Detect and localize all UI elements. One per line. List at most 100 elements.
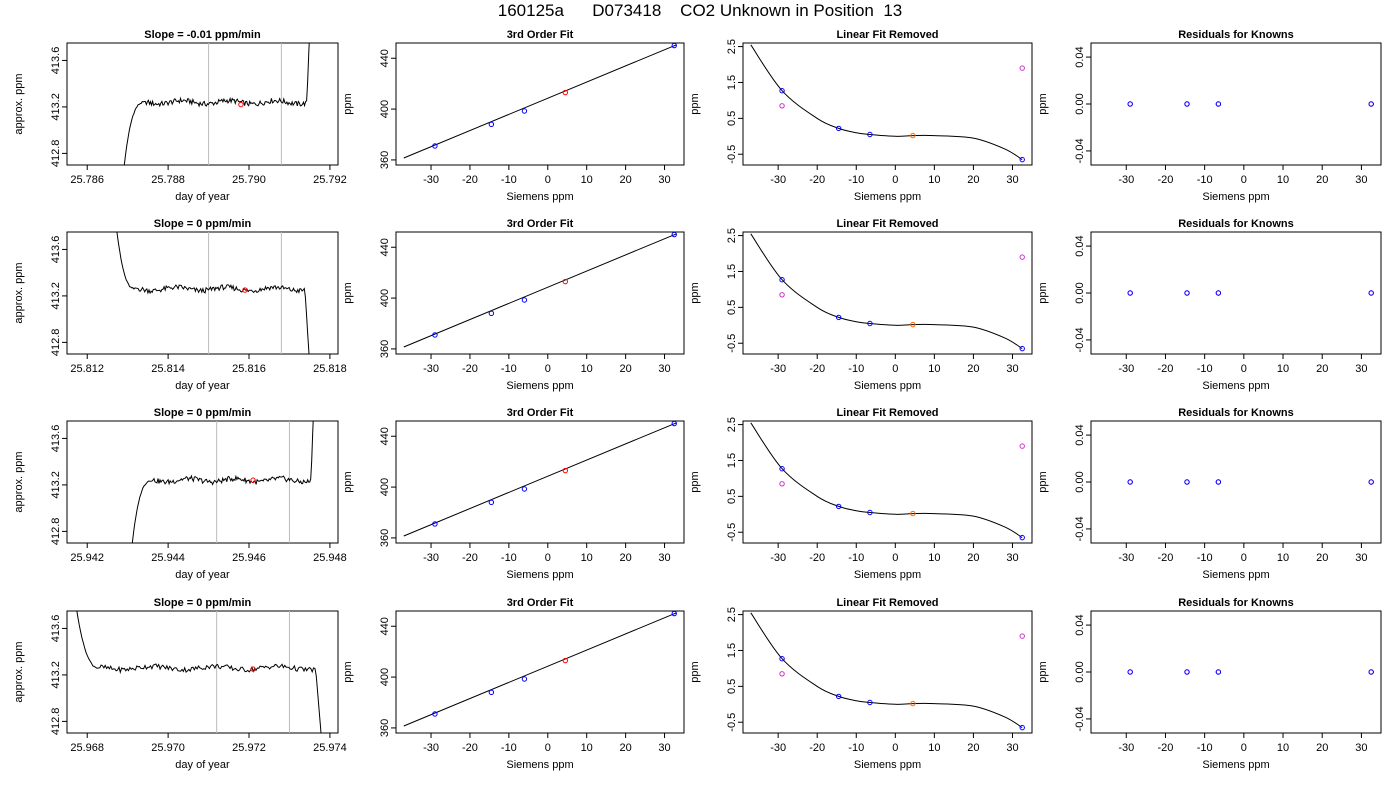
fit-r4-x-tick-label: -20: [462, 742, 478, 754]
linear-fit-removed-panel: Linear Fit Removed -30 -20 -10 0 10 20 30 -0.5 0.…: [689, 597, 1033, 771]
lfr-r1-plot-frame: [742, 42, 1033, 166]
resid-r1-residual-point-overlay: [1127, 101, 1133, 107]
lfr-r3-unknown-point: [910, 510, 916, 517]
fit-r3-y-tick-label: 360: [379, 529, 391, 547]
trace-r2-x-tick-label: 25.816: [232, 363, 266, 375]
fit-r4-x-tick-label: -10: [501, 742, 517, 754]
lfr-r2-y-axis-label: ppm: [689, 282, 701, 303]
lfr-r1-y-tick-label: 0.5: [726, 111, 738, 126]
lfr-r4-known-point: [835, 693, 842, 700]
lfr-r3-y-tick-label: 1.5: [726, 453, 738, 468]
resid-r3-y-tick-label: -0.04: [1074, 516, 1086, 541]
trace-panel: Slope = 0 ppm/min 25.942 25.944 25.946 25.94…: [13, 407, 347, 581]
trace-r4-unknown-marker: [250, 666, 256, 672]
fit-r3-y-tick-label: 440: [379, 427, 391, 445]
trace-r1-trace-line: [123, 43, 310, 165]
trace-r1-y-tick-label: 413.2: [50, 93, 62, 121]
lfr-r1-y-axis-label: ppm: [689, 93, 701, 114]
resid-r3-x-tick-label: -20: [1158, 552, 1174, 564]
fit-r1-y-axis-label: ppm: [342, 93, 354, 114]
lfr-r2-x-tick-label: -20: [809, 363, 825, 375]
lfr-r1-y-tick-label: -0.5: [726, 145, 738, 164]
resid-r2-y-tick-label: -0.04: [1074, 327, 1086, 352]
resid-r1-plot-frame: [1090, 42, 1382, 166]
trace-r1-unknown-marker: [238, 101, 244, 108]
lfr-r3-raw-point: [1019, 443, 1025, 449]
fit-r1-x-tick-label: -10: [501, 174, 517, 186]
fit-r2-x-tick-label: -20: [462, 363, 478, 375]
resid-r1-y-tick-label: -0.04: [1074, 138, 1086, 163]
trace-r3-y-tick-label: 412.8: [50, 518, 62, 546]
trace-r4-x-tick-label: 25.974: [313, 742, 347, 754]
lfr-r4-y-tick-label: 0.5: [726, 679, 738, 694]
lfr-r3-x-tick-label: -10: [848, 552, 864, 564]
figure-title: 160125a D073418 CO2 Unknown in Position …: [497, 1, 903, 20]
fit-r4-plot-frame: [395, 610, 685, 734]
fit-r1-y-tick-label: 360: [379, 151, 391, 169]
trace-r3-title: Slope = 0 ppm/min: [154, 407, 252, 419]
resid-r3-x-tick-label: 20: [1316, 552, 1328, 564]
trace-r3-x-tick-label: 25.946: [232, 552, 266, 564]
lfr-r3-fit-curve: [750, 422, 1023, 539]
fit-r2-x-tick-label: 20: [619, 363, 631, 375]
lfr-r2-title: Linear Fit Removed: [836, 218, 938, 230]
fit-r3-x-axis-label: Siemens ppm: [506, 569, 573, 581]
fit-r4-known-point: [488, 689, 495, 696]
trace-r3-trace-line: [131, 421, 314, 543]
trace-r1-x-tick-label: 25.786: [70, 174, 104, 186]
chart-row-4: Slope = 0 ppm/min 25.968 25.970 25.972 25.97…: [13, 597, 1382, 771]
lfr-r2-x-axis-label: Siemens ppm: [854, 380, 921, 392]
trace-r4-y-tick-label: 413.2: [50, 661, 62, 689]
trace-r2-y-axis-label: approx. ppm: [13, 262, 25, 323]
fit-r2-known-point: [488, 310, 495, 317]
lfr-r1-x-tick-label: 30: [1006, 174, 1018, 186]
lfr-r2-x-tick-label: -30: [770, 363, 786, 375]
fit-r3-x-tick-label: 20: [619, 552, 631, 564]
chart-row-3: Slope = 0 ppm/min 25.942 25.944 25.946 25.94…: [13, 407, 1382, 581]
resid-r4-x-tick-label: 30: [1355, 742, 1367, 754]
lfr-r1-x-tick-label: -20: [809, 174, 825, 186]
lfr-r2-y-tick-label: -0.5: [726, 334, 738, 353]
lfr-r2-known-point: [835, 314, 842, 321]
lfr-r3-known-point: [1019, 534, 1025, 541]
trace-r4-x-tick-label: 25.970: [151, 742, 185, 754]
resid-r1-x-tick-label: 20: [1316, 174, 1328, 186]
lfr-r1-x-tick-label: 0: [892, 174, 898, 186]
resid-r2-title: Residuals for Knowns: [1178, 218, 1294, 230]
resid-r3-x-tick-label: 10: [1277, 552, 1289, 564]
lfr-r2-known-point: [779, 277, 785, 283]
fit-r1-y-tick-label: 400: [379, 100, 391, 118]
lfr-r2-unknown-point: [910, 321, 916, 328]
trace-r2-plot-frame: [66, 231, 339, 355]
resid-r1-x-tick-label: -30: [1118, 174, 1134, 186]
lfr-r3-title: Linear Fit Removed: [836, 407, 938, 419]
lfr-r1-unknown-point: [910, 132, 916, 139]
fit-r3-fit-line: [403, 422, 677, 537]
fit-r4-x-tick-label: 10: [581, 742, 593, 754]
trace-r4-y-axis-label: approx. ppm: [13, 641, 25, 702]
lfr-r4-x-tick-label: -30: [770, 742, 786, 754]
resid-r2-x-axis-label: Siemens ppm: [1202, 380, 1269, 392]
trace-r3-x-axis-label: day of year: [175, 569, 230, 581]
fit-r2-known-point: [671, 231, 677, 238]
trace-r2-x-tick-label: 25.812: [70, 363, 104, 375]
resid-r4-residual-point-overlay: [1215, 669, 1222, 675]
lfr-r1-y-tick-label: 2.5: [726, 39, 738, 54]
trace-r1-x-tick-label: 25.788: [151, 174, 185, 186]
fit-r4-x-tick-label: -30: [423, 742, 439, 754]
fit-r2-x-axis-label: Siemens ppm: [506, 380, 573, 392]
resid-r2-y-tick-label: 0.04: [1074, 235, 1086, 256]
residuals-panel: Residuals for Knowns -30 -20 -10 0 10 20 30 -0.0…: [1037, 218, 1382, 392]
fit-r1-x-tick-label: -30: [423, 174, 439, 186]
fit-r1-plot-frame: [395, 42, 685, 166]
lfr-r3-y-tick-label: 2.5: [726, 417, 738, 432]
lfr-r1-raw-point: [1019, 65, 1025, 71]
fit-r4-fit-line: [403, 612, 677, 727]
residuals-panel: Residuals for Knowns -30 -20 -10 0 10 20 30 -0.0…: [1037, 29, 1382, 203]
fit-r4-x-tick-label: 0: [545, 742, 551, 754]
resid-r3-x-tick-label: 30: [1355, 552, 1367, 564]
fit-r4-known-point: [671, 610, 677, 617]
lfr-r2-fit-curve: [750, 233, 1023, 350]
trace-panel: Slope = 0 ppm/min 25.812 25.814 25.816 25.81…: [13, 218, 347, 392]
trace-r3-y-tick-label: 413.2: [50, 471, 62, 499]
